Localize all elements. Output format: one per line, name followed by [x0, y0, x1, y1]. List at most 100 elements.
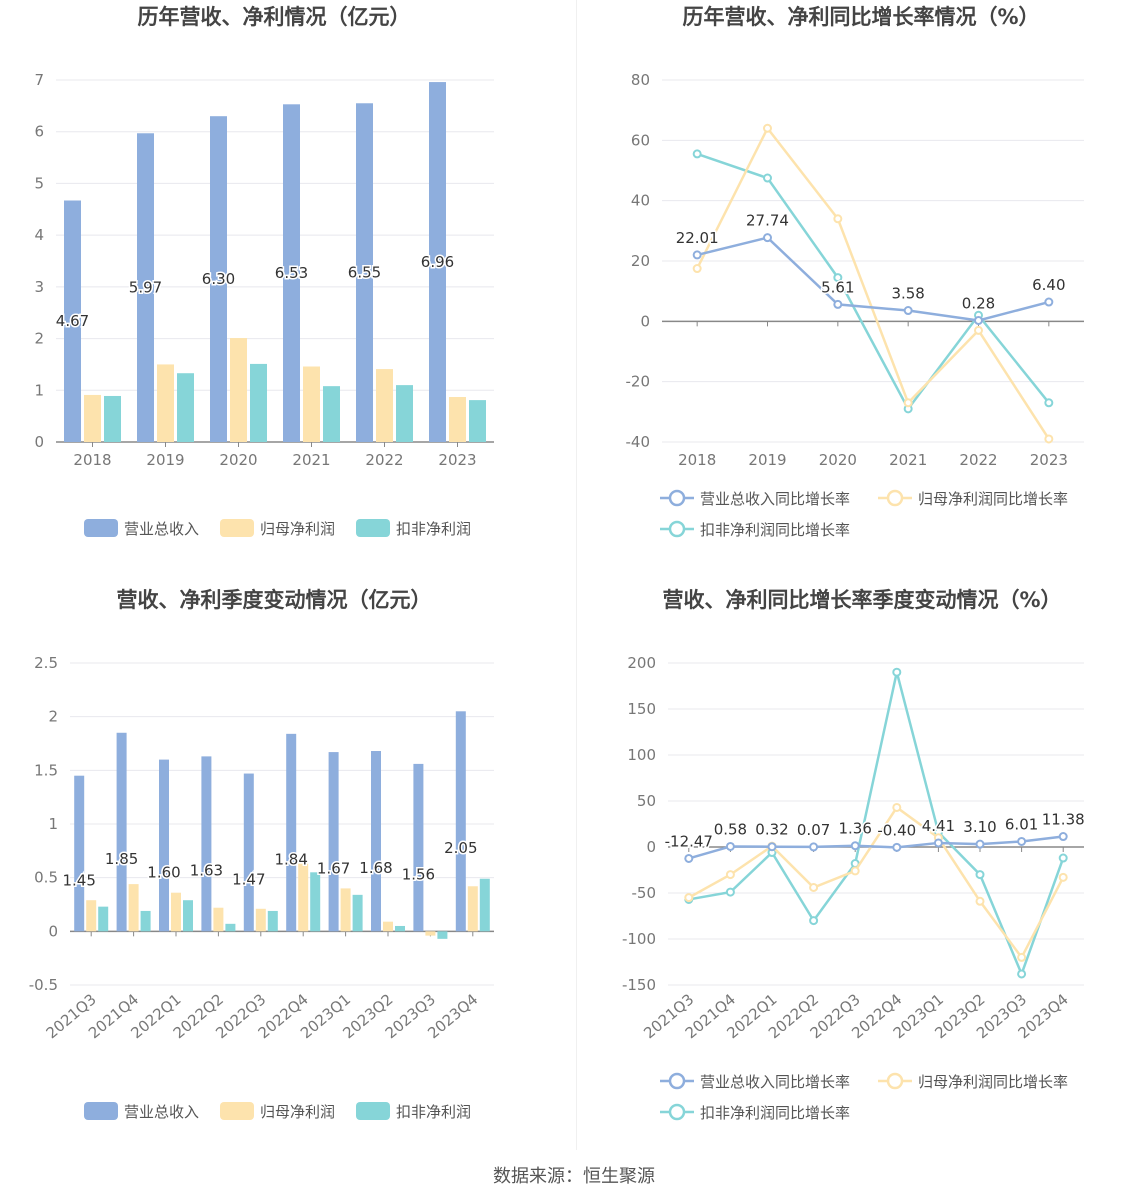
bar-deducted-profit: [140, 910, 151, 932]
line-point: [809, 842, 819, 852]
y-tick-label: 6: [34, 123, 44, 141]
line-point: [1017, 969, 1027, 979]
legend-label: 营业总收入同比增长率: [700, 490, 850, 508]
line-point: [763, 123, 772, 133]
bar-deducted-profit: [396, 385, 413, 442]
line-point: [833, 299, 843, 309]
x-tick-label: 2021: [889, 451, 927, 469]
data-label: 6.55: [348, 264, 381, 282]
bar-net-profit: [376, 369, 393, 442]
line-point: [809, 882, 819, 892]
bar-deducted-profit: [225, 923, 236, 932]
line-point: [725, 841, 735, 851]
legend-item[interactable]: 营业总收入同比增长率: [660, 489, 850, 508]
legend-swatch: [356, 1102, 390, 1120]
bar-net-profit: [86, 900, 97, 932]
line-point: [892, 667, 902, 677]
bar-deducted-profit: [250, 363, 267, 442]
y-tick-label: 1: [48, 815, 58, 833]
x-tick-label: 2020: [819, 451, 857, 469]
y-tick-label: 4: [34, 226, 44, 244]
quarterly-growth-rate-panel: 营收、净利同比增长率季度变动情况（%） -150 -100 -50 0 50 100 150 2…: [574, 583, 1148, 1163]
y-tick-label: -100: [622, 930, 656, 948]
line-point: [763, 233, 772, 243]
bar-revenue: [429, 82, 446, 442]
legend-item[interactable]: 扣非净利润: [356, 519, 471, 538]
x-tick-label: 2023: [1030, 451, 1068, 469]
bar-net-profit: [467, 886, 478, 932]
legend-label: 营业总收入: [124, 1103, 199, 1121]
y-tick-label: 0: [48, 922, 58, 940]
legend-item[interactable]: 归母净利润: [220, 519, 335, 538]
x-tick-label: 2022: [959, 451, 997, 469]
y-tick-label: -0.5: [29, 976, 58, 994]
line-point: [974, 315, 983, 325]
data-label: 1.85: [105, 850, 138, 868]
legend-item[interactable]: 扣非净利润同比增长率: [660, 1103, 850, 1122]
y-tick-label: -20: [626, 373, 651, 391]
legend-item[interactable]: 营业总收入: [84, 519, 199, 538]
legend-item[interactable]: 扣非净利润: [356, 1102, 471, 1121]
x-tick-label: 2023: [438, 451, 476, 469]
bar-net-profit: [255, 908, 266, 932]
data-label: -12.47: [665, 832, 713, 850]
bar-revenue: [210, 116, 227, 442]
line-point: [763, 173, 772, 183]
bar-deducted-profit: [267, 910, 278, 932]
line-net-profit-growth: [688, 805, 1065, 960]
legend-swatch-marker: [668, 520, 686, 538]
legend-label: 归母净利润同比增长率: [918, 490, 1068, 508]
y-tick-label: 20: [631, 252, 650, 270]
x-tick-label: 2022: [365, 451, 403, 469]
data-label: 6.96: [421, 253, 454, 271]
y-tick-label: 3: [34, 278, 44, 296]
legend-item[interactable]: 营业总收入: [84, 1102, 199, 1121]
line-point: [1058, 853, 1068, 863]
legend-item[interactable]: 归母净利润: [220, 1102, 335, 1121]
legend-item[interactable]: 归母净利润同比增长率: [878, 489, 1068, 508]
bar-net-profit: [84, 394, 101, 442]
legend-label: 扣非净利润同比增长率: [700, 1104, 850, 1122]
y-tick-label: -40: [626, 433, 651, 451]
line-point: [767, 842, 777, 852]
legend-item[interactable]: 营业总收入同比增长率: [660, 1072, 850, 1091]
bar-net-profit: [298, 863, 309, 932]
data-label: 3.10: [963, 818, 996, 836]
bar-net-profit: [157, 364, 174, 442]
data-label: 0.58: [714, 820, 747, 838]
quarterly-revenue-profit-panel: 营收、净利季度变动情况（亿元） -0.5 0 0.5 1 1.5 2 2.5 2021Q3 202…: [0, 583, 574, 1163]
line-deducted-profit-growth: [688, 671, 1065, 978]
legend-item[interactable]: 归母净利润同比增长率: [878, 1072, 1068, 1091]
y-tick-label: 2: [34, 330, 44, 348]
data-label: 11.38: [1042, 811, 1085, 829]
legend-item[interactable]: 扣非净利润同比增长率: [660, 520, 850, 539]
legend-swatch-marker: [668, 1072, 686, 1090]
bar-deducted-profit: [469, 400, 486, 442]
bar-deducted-profit: [98, 906, 109, 932]
y-tick-label: 1: [34, 381, 44, 399]
data-label: 27.74: [746, 212, 789, 230]
bar-net-profit: [230, 338, 247, 442]
data-label: 4.67: [56, 312, 89, 330]
chart-title: 历年营收、净利情况（亿元）: [138, 5, 411, 29]
line-point: [725, 870, 735, 880]
data-label: 1.47: [232, 870, 265, 888]
legend-swatch: [84, 1102, 118, 1120]
line-point: [1044, 297, 1054, 307]
y-tick-label: 50: [637, 792, 656, 810]
legend-label: 归母净利润: [260, 1103, 335, 1121]
line-point: [850, 841, 860, 851]
bar-net-profit: [383, 921, 393, 932]
legend-swatch-marker: [886, 1072, 904, 1090]
data-label: 5.61: [821, 278, 854, 296]
y-tick-label: 7: [34, 71, 44, 89]
line-point: [1058, 832, 1068, 842]
bar-revenue: [328, 752, 339, 932]
quarterly-revenue-profit-chart: 营收、净利季度变动情况（亿元）-0.500.511.522.52021Q3202…: [29, 588, 494, 1121]
line-point: [692, 250, 702, 260]
data-label: 0.32: [755, 821, 788, 839]
line-revenue-growth: [696, 236, 1050, 322]
bar-revenue: [283, 104, 300, 442]
y-tick-label: 0: [646, 838, 656, 856]
bar-revenue: [137, 133, 154, 442]
